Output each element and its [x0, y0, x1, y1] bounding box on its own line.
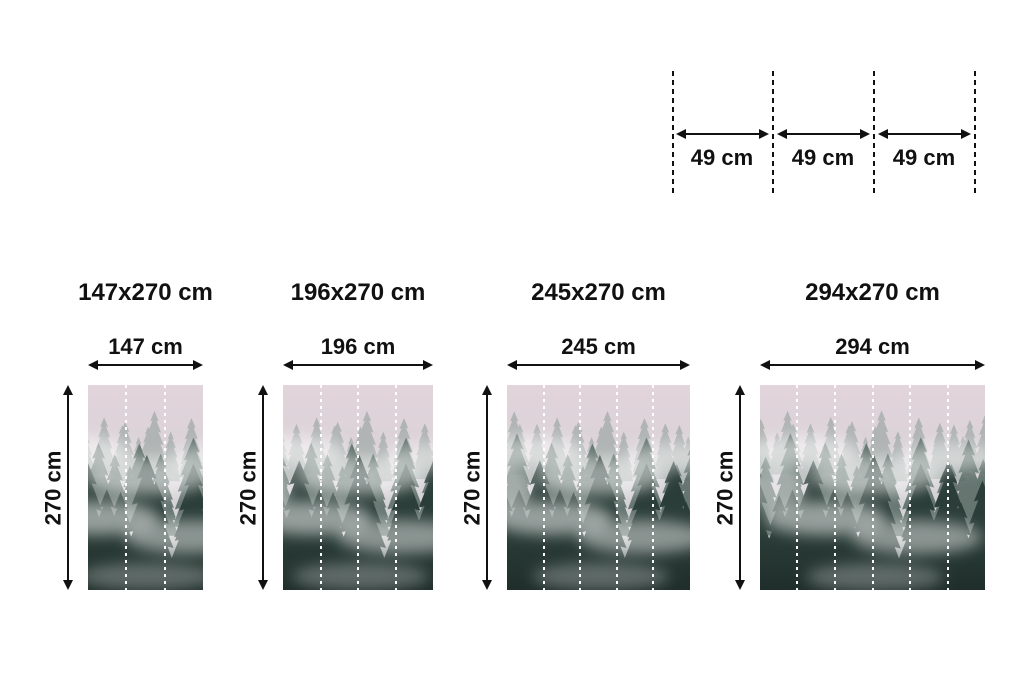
height-dimension-label: 270 cm	[40, 450, 65, 525]
forest-photo	[283, 385, 433, 590]
panel-seam-dashed-line	[125, 385, 128, 590]
forest-photo	[88, 385, 203, 590]
height-dimension-label: 270 cm	[712, 450, 737, 525]
panel-seam-dashed-line	[796, 385, 799, 590]
panel-edge-dashed-line	[873, 71, 875, 195]
size-title: 294x270 cm	[805, 279, 940, 306]
panel-seam-dashed-line	[319, 385, 322, 590]
forest-photo	[760, 385, 985, 590]
height-dimension-arrow	[257, 385, 269, 590]
mural-preview	[507, 385, 690, 590]
panel-seam-dashed-line	[833, 385, 836, 590]
panel-seam-dashed-line	[871, 385, 874, 590]
mural-preview	[88, 385, 203, 590]
panel-seam-dashed-line	[163, 385, 166, 590]
width-dimension-label: 245 cm	[561, 334, 636, 359]
width-dimension-arrow	[760, 359, 985, 371]
height-dimension-arrow	[734, 385, 746, 590]
panel-width-label: 49 cm	[892, 145, 956, 170]
width-dimension-label: 147 cm	[108, 334, 183, 359]
height-dimension-arrow	[62, 385, 74, 590]
mural-preview	[283, 385, 433, 590]
panel-seam-dashed-line	[394, 385, 397, 590]
panel-seam-dashed-line	[579, 385, 582, 590]
height-dimension-arrow	[481, 385, 493, 590]
size-title: 196x270 cm	[290, 279, 426, 306]
panel-width-arrow	[676, 128, 769, 140]
height-dimension-label: 270 cm	[235, 450, 260, 525]
width-dimension-arrow	[283, 359, 433, 371]
width-dimension-label: 294 cm	[835, 334, 910, 359]
panel-edge-dashed-line	[974, 71, 976, 195]
panel-seam-dashed-line	[615, 385, 618, 590]
panel-edge-dashed-line	[772, 71, 774, 195]
width-dimension-arrow	[507, 359, 690, 371]
panel-seam-dashed-line	[357, 385, 359, 590]
size-title: 147x270 cm	[78, 279, 213, 306]
panel-width-label: 49 cm	[690, 145, 754, 170]
panel-seam-dashed-line	[542, 385, 545, 590]
panel-width-label: 49 cm	[791, 145, 855, 170]
height-dimension-label: 270 cm	[459, 450, 484, 525]
mural-preview	[760, 385, 985, 590]
width-dimension-arrow	[88, 359, 203, 371]
width-dimension-label: 196 cm	[320, 334, 396, 359]
panel-seam-dashed-line	[908, 385, 911, 590]
panel-seam-dashed-line	[946, 385, 949, 590]
forest-photo	[507, 385, 690, 590]
panel-width-arrow	[878, 128, 971, 140]
panel-edge-dashed-line	[672, 71, 674, 195]
panel-seam-dashed-line	[652, 385, 655, 590]
panel-width-arrow	[777, 128, 870, 140]
size-title: 245x270 cm	[531, 279, 666, 306]
panel-width-diagram: 49 cm 49 cm 49 cm	[672, 71, 976, 195]
